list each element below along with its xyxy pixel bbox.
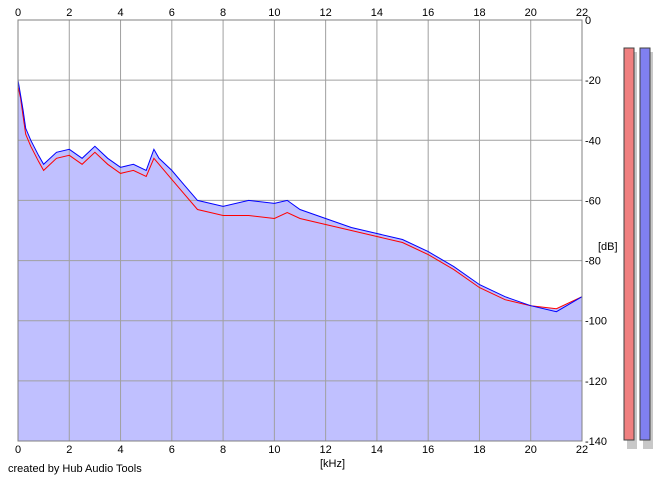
x-tick-label-bottom: 10 xyxy=(268,444,280,456)
left-level-meter xyxy=(623,47,635,441)
credit-text: created by Hub Audio Tools xyxy=(8,463,142,475)
x-tick-label-top: 22 xyxy=(576,7,588,19)
y-tick-label: -120 xyxy=(585,376,607,388)
x-tick-label-top: 8 xyxy=(220,7,226,19)
x-tick-label-bottom: 2 xyxy=(66,444,72,456)
x-tick-label-bottom: 14 xyxy=(371,444,383,456)
x-tick-label-bottom: 8 xyxy=(220,444,226,456)
plot-frame xyxy=(17,19,583,442)
x-tick-label-top: 6 xyxy=(169,7,175,19)
x-tick-label-bottom: 16 xyxy=(422,444,434,456)
x-tick-label-bottom: 20 xyxy=(525,444,537,456)
x-tick-label-bottom: 0 xyxy=(15,444,21,456)
right-level-meter xyxy=(639,47,651,441)
x-tick-label-bottom: 22 xyxy=(576,444,588,456)
y-tick-label: -20 xyxy=(585,75,601,87)
x-tick-label-top: 18 xyxy=(473,7,485,19)
x-tick-label-top: 10 xyxy=(268,7,280,19)
x-tick-label-top: 2 xyxy=(66,7,72,19)
x-tick-label-bottom: 18 xyxy=(473,444,485,456)
x-tick-label-top: 4 xyxy=(117,7,123,19)
right-channel-line xyxy=(17,80,583,313)
y-tick-label: -40 xyxy=(585,135,601,147)
x-tick-label-top: 12 xyxy=(320,7,332,19)
y-axis-label: [dB] xyxy=(598,241,618,253)
axes: 002244668810101212141416161818202022220-… xyxy=(15,7,607,456)
x-tick-label-top: 14 xyxy=(371,7,383,19)
x-tick-label-top: 16 xyxy=(422,7,434,19)
x-axis-label: [kHz] xyxy=(320,458,346,470)
y-tick-label: -100 xyxy=(585,316,607,328)
y-tick-label: -80 xyxy=(585,256,601,268)
plot-area xyxy=(17,19,583,442)
left-channel-line xyxy=(17,86,583,310)
y-tick-label: -140 xyxy=(585,436,607,448)
y-tick-label: 0 xyxy=(585,15,591,27)
x-tick-label-bottom: 4 xyxy=(117,444,123,456)
x-tick-label-bottom: 6 xyxy=(169,444,175,456)
level-meters xyxy=(623,47,653,449)
x-tick-label-top: 20 xyxy=(525,7,537,19)
x-tick-label-top: 0 xyxy=(15,7,21,19)
y-tick-label: -60 xyxy=(585,195,601,207)
x-tick-label-bottom: 12 xyxy=(320,444,332,456)
